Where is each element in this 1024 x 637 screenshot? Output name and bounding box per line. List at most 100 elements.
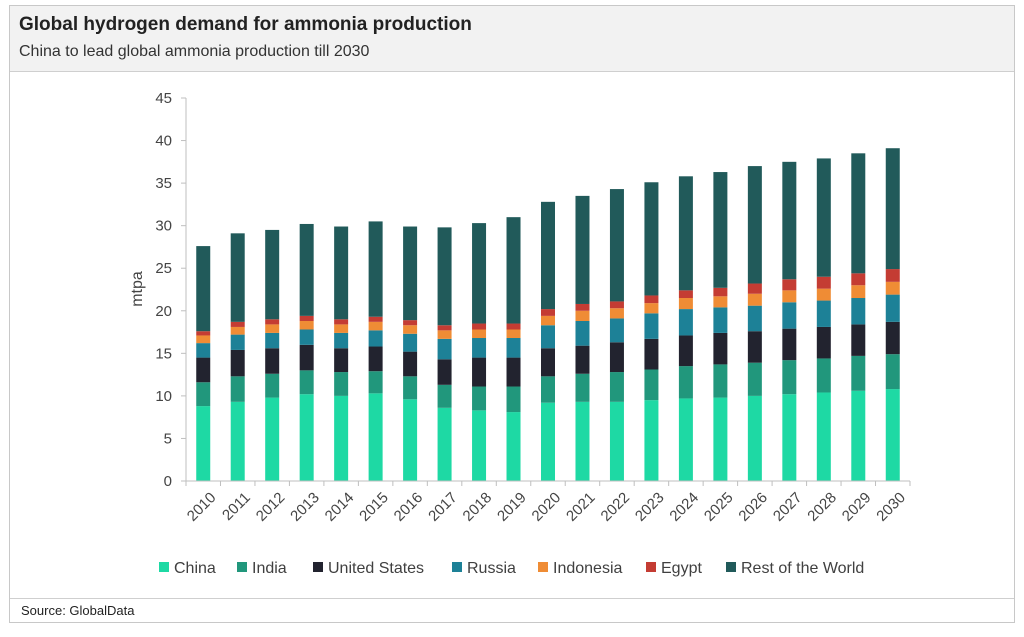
bar-india-2025 (713, 364, 728, 398)
bar-indonesia-2019 (506, 329, 521, 339)
bar-egypt-2013 (299, 315, 314, 321)
bar-russia-2022 (609, 318, 624, 343)
bar-united-states-2020 (541, 348, 555, 377)
bar-indonesia-2018 (472, 329, 487, 339)
bar-china-2025 (713, 397, 728, 481)
bar-russia-2019 (506, 338, 521, 358)
bar-egypt-2024 (678, 290, 693, 299)
bar-rest-of-the-world-2027 (782, 161, 797, 280)
bar-russia-2021 (575, 320, 590, 346)
bar-india-2028 (816, 358, 831, 393)
x-tick-label-2013: 2013 (287, 489, 323, 525)
y-tick-label-5: 5 (164, 430, 172, 447)
bar-united-states-2021 (575, 345, 590, 374)
bar-egypt-2029 (851, 273, 866, 286)
bar-russia-2026 (747, 305, 762, 332)
x-tick-label-2027: 2027 (770, 489, 806, 525)
bar-united-states-2023 (644, 338, 659, 370)
bar-rest-of-the-world-2026 (747, 166, 762, 284)
x-tick-label-2012: 2012 (253, 489, 289, 525)
x-tick-label-2014: 2014 (322, 489, 358, 525)
bar-china-2022 (609, 401, 624, 481)
bar-egypt-2022 (609, 301, 624, 309)
legend: China India United States Russia Indonesia Eg… (159, 560, 864, 577)
bar-egypt-2016 (403, 320, 418, 326)
bar-united-states-2017 (437, 359, 452, 385)
bar-united-states-2029 (851, 324, 866, 356)
bar-russia-2029 (851, 298, 866, 325)
bar-india-2013 (299, 370, 314, 395)
bar-rest-of-the-world-2014 (334, 226, 349, 320)
bar-china-2014 (334, 395, 349, 481)
y-tick-label-45: 45 (155, 90, 172, 107)
bar-indonesia-2017 (437, 330, 452, 339)
legend-label-india: India (252, 560, 287, 577)
bar-russia-2012 (265, 332, 280, 349)
bar-egypt-2030 (885, 269, 900, 282)
bar-china-2015 (368, 393, 383, 481)
x-tick-label-2024: 2024 (666, 489, 702, 525)
bar-united-states-2014 (334, 348, 349, 373)
source-note: Source: GlobalData (21, 603, 135, 618)
bar-china-2012 (265, 397, 280, 481)
x-tick-label-2023: 2023 (632, 489, 668, 525)
bar-rest-of-the-world-2011 (230, 233, 245, 322)
bar-rest-of-the-world-2024 (678, 176, 693, 291)
bar-russia-2030 (885, 294, 900, 322)
legend-label-egypt: Egypt (661, 560, 702, 577)
bar-indonesia-2030 (885, 281, 900, 295)
bar-russia-2027 (782, 302, 797, 329)
bar-layer (196, 148, 900, 481)
bar-indonesia-2029 (851, 285, 866, 299)
bar-china-2026 (747, 395, 762, 481)
bar-egypt-2025 (713, 287, 728, 297)
bar-united-states-2013 (299, 344, 314, 371)
bar-india-2026 (747, 362, 762, 396)
bar-indonesia-2010 (196, 335, 211, 344)
bar-india-2018 (472, 386, 487, 411)
bar-indonesia-2020 (541, 315, 555, 326)
bar-egypt-2018 (472, 323, 487, 330)
bar-indonesia-2028 (816, 288, 831, 301)
legend-label-rest-of-the-world: Rest of the World (741, 560, 864, 577)
legend-label-united-states: United States (328, 560, 424, 577)
chart-title: Global hydrogen demand for ammonia produ… (19, 14, 472, 35)
bar-russia-2013 (299, 329, 314, 345)
bar-indonesia-2025 (713, 296, 728, 308)
bar-united-states-2018 (472, 357, 487, 387)
legend-label-indonesia: Indonesia (553, 560, 622, 577)
bar-india-2019 (506, 386, 521, 413)
bar-russia-2024 (678, 309, 693, 336)
bar-rest-of-the-world-2016 (403, 226, 418, 321)
bar-rest-of-the-world-2028 (816, 158, 831, 277)
bar-india-2015 (368, 371, 383, 394)
x-tick-label-2017: 2017 (425, 489, 461, 525)
legend-swatch-rest-of-the-world (726, 562, 736, 572)
bar-china-2023 (644, 400, 659, 481)
x-tick-label-2030: 2030 (873, 489, 909, 525)
bar-rest-of-the-world-2012 (265, 229, 280, 320)
chart-subtitle: China to lead global ammonia production … (19, 43, 370, 60)
bar-india-2014 (334, 372, 349, 396)
bar-china-2029 (851, 390, 866, 481)
bar-indonesia-2027 (782, 290, 797, 303)
bar-rest-of-the-world-2013 (299, 223, 314, 316)
legend-swatch-united-states (313, 562, 323, 572)
x-tick-label-2025: 2025 (701, 489, 737, 525)
bar-united-states-2019 (506, 357, 521, 387)
bar-united-states-2024 (678, 335, 693, 367)
bar-russia-2014 (334, 332, 349, 349)
bar-united-states-2030 (885, 321, 900, 355)
bar-egypt-2019 (506, 323, 521, 330)
bar-united-states-2016 (403, 351, 418, 377)
bar-india-2011 (230, 376, 245, 402)
bar-egypt-2023 (644, 295, 659, 304)
chart-header: Global hydrogen demand for ammonia produ… (10, 6, 1014, 72)
bar-egypt-2015 (368, 316, 383, 322)
y-tick-label-30: 30 (155, 218, 172, 235)
y-tick-label-35: 35 (155, 175, 172, 192)
bar-indonesia-2023 (644, 303, 659, 314)
bar-united-states-2015 (368, 346, 383, 372)
bar-rest-of-the-world-2019 (506, 217, 521, 324)
bar-china-2010 (196, 406, 211, 481)
